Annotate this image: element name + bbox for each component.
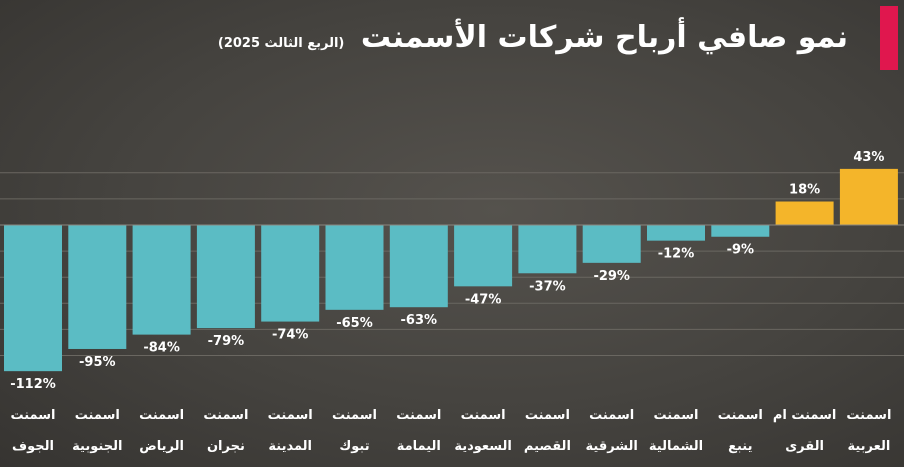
data-label: -65%	[336, 316, 373, 331]
category-label: الرياض	[139, 439, 184, 454]
data-label: -95%	[79, 355, 116, 370]
category-label: الشرقية	[586, 439, 638, 454]
category-label: اسمنت	[846, 408, 891, 423]
category-label: اسمنت	[203, 408, 248, 423]
category-label: اسمنت	[75, 408, 120, 423]
bar	[325, 225, 384, 310]
bar	[839, 168, 898, 225]
category-label: المدينة	[268, 439, 312, 454]
category-label: تبوك	[339, 439, 369, 454]
category-label: اسمنت	[589, 408, 634, 423]
bar	[582, 225, 641, 263]
category-label: القرى	[785, 439, 824, 454]
category-label: اسمنت	[10, 408, 55, 423]
bar	[389, 225, 448, 308]
category-label: نجران	[207, 439, 245, 454]
data-label: -79%	[208, 334, 245, 349]
chart-subtitle: (الربع الثالث 2025)	[217, 36, 345, 51]
bar	[647, 225, 705, 241]
bar	[261, 225, 320, 322]
data-label: -9%	[727, 243, 754, 258]
category-label: السعودية	[454, 439, 512, 454]
chart-title-text: نمو صافي أرباح شركات الأسمنت	[360, 20, 848, 55]
category-label: اسمنت	[653, 408, 698, 423]
category-label: اسمنت	[461, 408, 506, 423]
category-label: اسمنت	[268, 408, 313, 423]
data-label: -12%	[658, 247, 695, 262]
data-label: -63%	[401, 313, 438, 328]
data-label: -29%	[593, 269, 630, 284]
data-label: 18%	[789, 183, 820, 198]
category-label: اسمنت	[718, 408, 763, 423]
data-label: -74%	[272, 328, 309, 343]
bar	[518, 225, 577, 274]
bar	[454, 225, 513, 287]
bar	[68, 225, 127, 349]
category-label: اسمنت ام	[773, 408, 837, 423]
category-label: القصيم	[524, 439, 571, 454]
category-label: الجوف	[12, 439, 54, 454]
category-label: اسمنت	[525, 408, 570, 423]
data-label: -112%	[10, 377, 56, 392]
chart-title: نمو صافي أرباح شركات الأسمنت (الربع الثا…	[218, 20, 848, 55]
bar	[4, 225, 62, 372]
bar	[132, 225, 191, 335]
bar	[775, 201, 834, 225]
bar	[196, 225, 255, 329]
bar	[711, 225, 770, 237]
data-label: -37%	[529, 279, 566, 294]
category-label: اسمنت	[332, 408, 377, 423]
category-label: الجنوبية	[72, 439, 122, 454]
category-label: اسمنت	[396, 408, 441, 423]
data-label: -47%	[465, 292, 502, 307]
category-label: اسمنت	[139, 408, 184, 423]
category-label: اليمامة	[397, 439, 441, 454]
category-label: العربية	[847, 439, 890, 454]
data-label: 43%	[853, 150, 884, 165]
accent-bar	[880, 6, 898, 70]
category-label: الشمالية	[649, 439, 703, 454]
data-label: -84%	[143, 341, 180, 356]
category-label: ينبع	[728, 439, 752, 454]
